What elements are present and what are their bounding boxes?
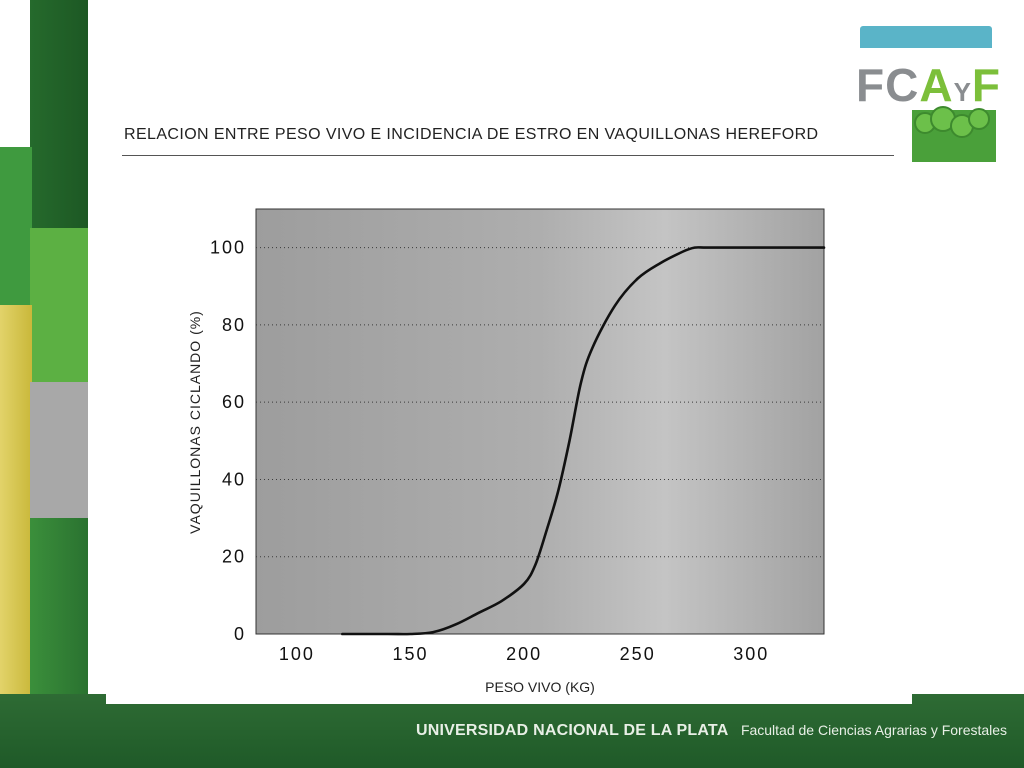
grid-lines <box>256 247 824 558</box>
x-tick-label: 250 <box>620 644 656 664</box>
y-tick-labels: 0 20 40 60 80 100 <box>210 238 246 644</box>
stripe-mid-green-left <box>0 147 32 305</box>
stripe-gray <box>30 382 88 518</box>
y-tick-label: 0 <box>234 624 246 644</box>
logo-tree-4 <box>968 108 990 130</box>
series-line-0 <box>341 246 826 636</box>
footer-bar <box>0 694 1024 768</box>
stripe-dark-green-bottom <box>30 518 88 698</box>
stripe-yellow <box>0 305 32 697</box>
logo-wordmark: FCAYF <box>856 59 1002 111</box>
y-axis-label: VAQUILLONAS CICLANDO (%) <box>187 310 203 534</box>
title-underline <box>122 155 894 156</box>
footer-text: UNIVERSIDAD NACIONAL DE LA PLATA Faculta… <box>416 722 1007 740</box>
stripe-dark-green-top <box>30 0 88 228</box>
y-tick-label: 80 <box>222 315 246 335</box>
y-tick-label: 60 <box>222 392 246 412</box>
stripe-light-green <box>30 228 88 382</box>
x-tick-label: 150 <box>392 644 428 664</box>
y-tick-label: 40 <box>222 469 246 489</box>
x-axis-label: PESO VIVO (KG) <box>485 679 595 695</box>
series-group <box>341 246 826 636</box>
plot-area <box>255 208 825 635</box>
x-tick-label: 300 <box>733 644 769 664</box>
x-tick-label: 200 <box>506 644 542 664</box>
x-tick-label: 100 <box>279 644 315 664</box>
x-tick-labels: 100 150 200 250 300 <box>279 644 769 664</box>
footer-university: UNIVERSIDAD NACIONAL DE LA PLATA <box>416 722 729 739</box>
fcayf-logo: FCAYF <box>856 24 1002 164</box>
logo-blue-bar <box>860 26 992 48</box>
slide-title: RELACION ENTRE PESO VIVO E INCIDENCIA DE… <box>124 126 819 143</box>
y-tick-label: 100 <box>210 238 246 258</box>
y-tick-label: 20 <box>222 547 246 567</box>
footer-faculty: Facultad de Ciencias Agrarias y Forestal… <box>740 722 1008 738</box>
